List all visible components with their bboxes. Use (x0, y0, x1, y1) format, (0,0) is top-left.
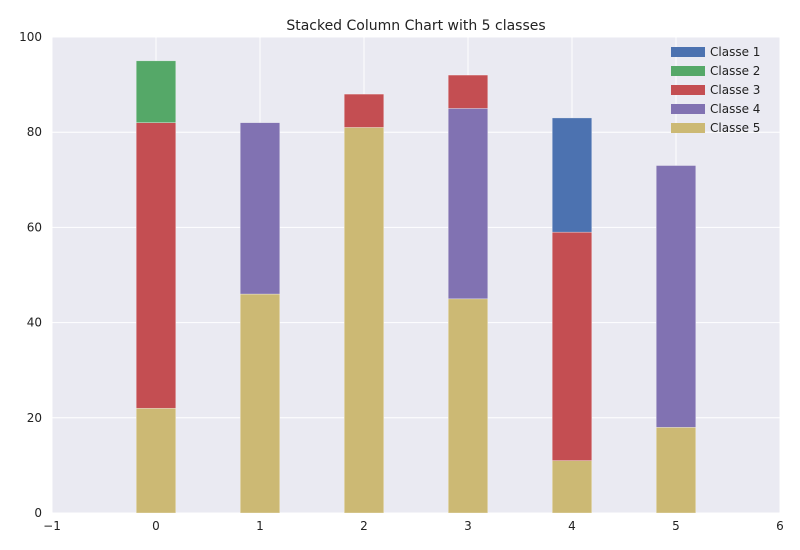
legend-label: Classe 3 (710, 83, 760, 97)
bar-classe-5-x4 (551, 460, 593, 514)
bar-classe-4-x5 (655, 165, 697, 428)
bar-classe-5-x5 (655, 427, 697, 514)
bar-classe-4-x1 (239, 122, 281, 295)
legend-swatch (671, 85, 705, 95)
y-tick-label: 80 (27, 125, 42, 139)
x-tick-label: 5 (672, 519, 680, 533)
bar-classe-3-x2 (343, 93, 385, 128)
legend-label: Classe 1 (710, 45, 760, 59)
bar-classe-5-x3 (447, 298, 489, 514)
legend: Classe 1 Classe 2 Classe 3 Classe 4 Classe 5 (671, 45, 760, 135)
x-tick-label: 6 (776, 519, 784, 533)
y-tick-label: 40 (27, 316, 42, 330)
legend-label: Classe 4 (710, 102, 760, 116)
legend-swatch (671, 123, 705, 133)
x-tick-label: 0 (152, 519, 160, 533)
legend-swatch (671, 66, 705, 76)
x-tick-label: −1 (43, 519, 61, 533)
x-tick-label: 4 (568, 519, 576, 533)
bar-classe-5-x1 (239, 293, 281, 514)
bar-classe-3-x3 (447, 74, 489, 109)
x-axis-ticks: −1 0 1 2 3 4 5 6 (43, 519, 784, 533)
y-axis-ticks: 0 20 40 60 80 100 (19, 30, 42, 520)
bar-classe-3-x0 (135, 122, 177, 409)
bars (135, 60, 697, 514)
bar-classe-5-x0 (135, 407, 177, 514)
legend-swatch (671, 104, 705, 114)
y-tick-label: 20 (27, 411, 42, 425)
bar-classe-3-x4 (551, 231, 593, 461)
bar-classe-5-x2 (343, 127, 385, 514)
bar-classe-4-x3 (447, 108, 489, 300)
y-tick-label: 0 (34, 506, 42, 520)
legend-swatch (671, 47, 705, 57)
bar-classe-1-x4 (551, 117, 593, 233)
y-tick-label: 60 (27, 220, 42, 234)
legend-label: Classe 2 (710, 64, 760, 78)
bar-classe-2-x0 (135, 60, 177, 123)
x-tick-label: 1 (256, 519, 264, 533)
x-tick-label: 2 (360, 519, 368, 533)
x-tick-label: 3 (464, 519, 472, 533)
chart-title: Stacked Column Chart with 5 classes (286, 18, 545, 34)
y-tick-label: 100 (19, 30, 42, 44)
legend-label: Classe 5 (710, 121, 760, 135)
